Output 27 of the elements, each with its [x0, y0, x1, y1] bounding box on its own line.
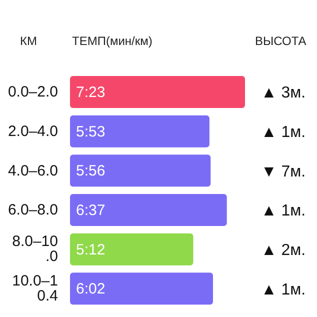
text: ▲ 1м. [261, 281, 306, 298]
text: ▲ 1м. [261, 124, 306, 141]
data-label: 7:23 [76, 84, 106, 101]
text: ▼ 7м. [261, 163, 306, 180]
data-label: 5:56 [76, 162, 106, 180]
bar [70, 233, 194, 266]
bar [70, 272, 213, 305]
y2-axis-title: ВЫСОТА [255, 34, 306, 48]
x-axis-title: ТЕМП(мин/км) [72, 34, 152, 48]
text: ▲ 2м. [261, 242, 306, 259]
data-label: 6:02 [76, 280, 106, 298]
bar [70, 194, 227, 226]
y-tick-label: 6.0–8.0 [8, 202, 58, 219]
y-tick-label: 2.0–4.0 [8, 123, 58, 140]
data-label: 5:12 [76, 241, 106, 258]
y-tick-label: 0.0–2.0 [8, 84, 58, 101]
bar [70, 115, 210, 148]
data-label: 6:37 [76, 202, 106, 219]
text: ▲ 1м. [261, 202, 306, 220]
y-tick-label: 4.0–6.0 [8, 162, 58, 180]
data-label: 5:53 [76, 123, 106, 140]
y-axis-title: КМ [20, 34, 37, 48]
text: ▲ 3м. [261, 84, 306, 102]
bar [70, 76, 245, 108]
y-tick-label: 10.0–10.4 [12, 272, 58, 304]
y-tick-label: 8.0–10.0 [12, 233, 58, 265]
bar [70, 154, 211, 187]
